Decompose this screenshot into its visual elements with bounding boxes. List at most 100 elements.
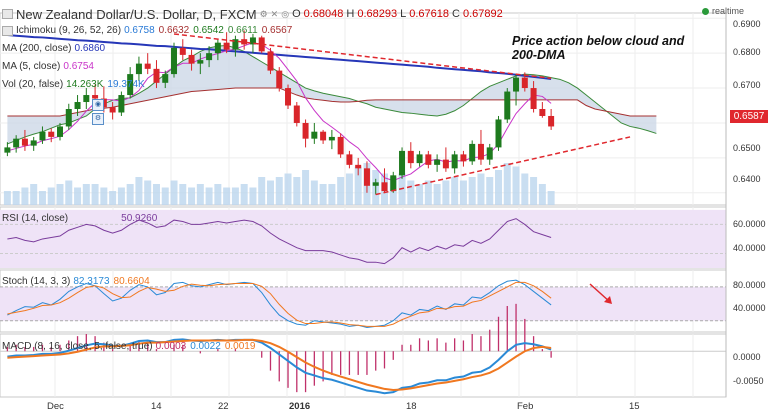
legend-rsi[interactable]: RSI (14, close) 50.9260 — [2, 212, 157, 225]
candle-body — [118, 95, 125, 113]
candle-body — [249, 37, 256, 45]
volume-bar — [170, 180, 178, 205]
volume-bar — [135, 177, 143, 205]
candle-body — [162, 74, 169, 83]
legend-ichimoku[interactable]: Ichimoku (9, 26, 52, 26) 0.6758 0.6632 0.6… — [2, 24, 296, 37]
legend-stoch[interactable]: Stoch (14, 3, 3) 82.3173 80.6604 — [2, 275, 154, 288]
volume-bar — [47, 187, 55, 205]
stoch-tick: 40.0000 — [733, 303, 766, 313]
candle-body — [65, 109, 72, 127]
trendline — [173, 33, 552, 80]
legend-volume[interactable]: Vol (20, false) 14.263K 19.374K — [2, 78, 149, 91]
volume-bar — [223, 187, 231, 205]
volume-bar — [538, 184, 546, 205]
price-tick: 0.6500 — [733, 143, 761, 153]
ohlc-low-key: L — [400, 8, 407, 20]
volume-bar — [231, 187, 239, 205]
candle-body — [179, 47, 186, 55]
ohlc-open-key: O — [292, 8, 301, 20]
volume-bar — [205, 187, 213, 205]
ichimoku-value-span-a: 0.6611 — [227, 25, 258, 36]
volume-bar — [21, 187, 29, 205]
volume-bar — [530, 177, 538, 205]
ohlc-close-value: 0.67892 — [462, 8, 503, 20]
volume-bar — [30, 184, 38, 205]
indicator-eye-icon[interactable]: ◉ — [92, 99, 104, 111]
close-icon[interactable]: ✕ — [270, 8, 279, 19]
volume-bar — [188, 187, 196, 205]
volume-bar — [337, 177, 345, 205]
price-tick: 0.6900 — [733, 19, 761, 29]
volume-bar — [179, 184, 187, 205]
price-tick: 0.6400 — [733, 174, 761, 184]
candle-body — [486, 147, 493, 160]
candle-body — [30, 140, 37, 146]
ichimoku-label: Ichimoku (9, 26, 52, 26) — [16, 25, 122, 36]
indicator-settings-icon[interactable]: ⚙ — [92, 113, 104, 125]
candle-body — [372, 182, 379, 186]
ohlc-high-value: 0.68293 — [357, 8, 398, 20]
realtime-label: realtime — [711, 6, 744, 16]
macd-hist-value: 0.0003 — [155, 341, 187, 352]
volume-bar — [319, 184, 327, 205]
ohlc-low-value: 0.67618 — [409, 8, 449, 20]
last-price-tag: 0.6587 — [730, 110, 768, 123]
candle-body — [83, 95, 90, 103]
candle-body — [337, 136, 344, 155]
candle-body — [504, 91, 511, 120]
volume-bar — [433, 184, 441, 205]
hide-icon[interactable]: ◎ — [281, 8, 290, 19]
volume-bar — [152, 184, 160, 205]
ohlc-open-value: 0.68048 — [303, 8, 344, 20]
volume-bar — [345, 173, 353, 205]
candle-body — [197, 60, 204, 64]
volume-bar — [161, 187, 169, 205]
collapse-toggle-button[interactable] — [2, 9, 13, 19]
volume-bar — [3, 191, 11, 205]
ma5-label: MA (5, close) — [2, 61, 61, 72]
candle-body — [477, 143, 484, 160]
volume-bar — [416, 184, 424, 205]
pane-frame — [0, 333, 727, 398]
ichimoku-value-tenkan: 0.6758 — [124, 25, 155, 36]
ichimoku-value-chikou: 0.6542 — [193, 25, 224, 36]
macd-tick: -0.0050 — [733, 376, 764, 386]
macd-signal-value: 0.0019 — [224, 341, 256, 352]
x-tick-label: 18 — [406, 401, 417, 412]
x-tick-label: 14 — [151, 401, 162, 412]
rsi-label: RSI (14, close) — [2, 213, 69, 224]
volume-bar — [38, 191, 46, 205]
legend-ma200[interactable]: MA (200, close) 0.6860 — [2, 42, 105, 55]
realtime-dot-icon — [701, 7, 709, 15]
ichimoku-value-kijun: 0.6632 — [158, 25, 190, 36]
candle-body — [363, 168, 370, 186]
volume-bar — [284, 173, 292, 205]
volume-bar — [240, 184, 248, 205]
stoch-tick: 80.0000 — [733, 280, 766, 290]
candle-body — [232, 39, 239, 50]
candle-body — [4, 147, 11, 153]
symbol-title[interactable]: New Zealand Dollar/U.S. Dollar, D, FXCM — [16, 6, 257, 22]
candle-body — [416, 154, 423, 164]
rsi-line — [7, 218, 552, 265]
volume-label: Vol (20, false) — [2, 79, 64, 90]
volume-bar — [486, 177, 494, 205]
volume-value-2: 19.374K — [107, 79, 145, 90]
candle-body — [311, 131, 318, 139]
candle-body — [153, 68, 160, 83]
candle-body — [390, 175, 397, 192]
candle-body — [451, 154, 458, 169]
macd-tick: 0.0000 — [733, 352, 761, 362]
ichimoku-toggle-icon[interactable] — [2, 25, 13, 36]
volume-bar — [12, 191, 20, 205]
candle-body — [442, 159, 449, 169]
candle-body — [144, 63, 151, 69]
legend-ma5[interactable]: MA (5, close) 0.6754 — [2, 60, 94, 73]
rsi-band — [0, 209, 726, 268]
volume-bar — [468, 177, 476, 205]
stoch-down-arrow-head — [604, 296, 612, 304]
settings-icon[interactable]: ⚙ — [259, 8, 268, 19]
candle-body — [293, 105, 300, 123]
stoch-band — [0, 286, 726, 321]
legend-macd[interactable]: MACD (8, 16, close, 5, false, true) 0.00… — [2, 340, 259, 353]
